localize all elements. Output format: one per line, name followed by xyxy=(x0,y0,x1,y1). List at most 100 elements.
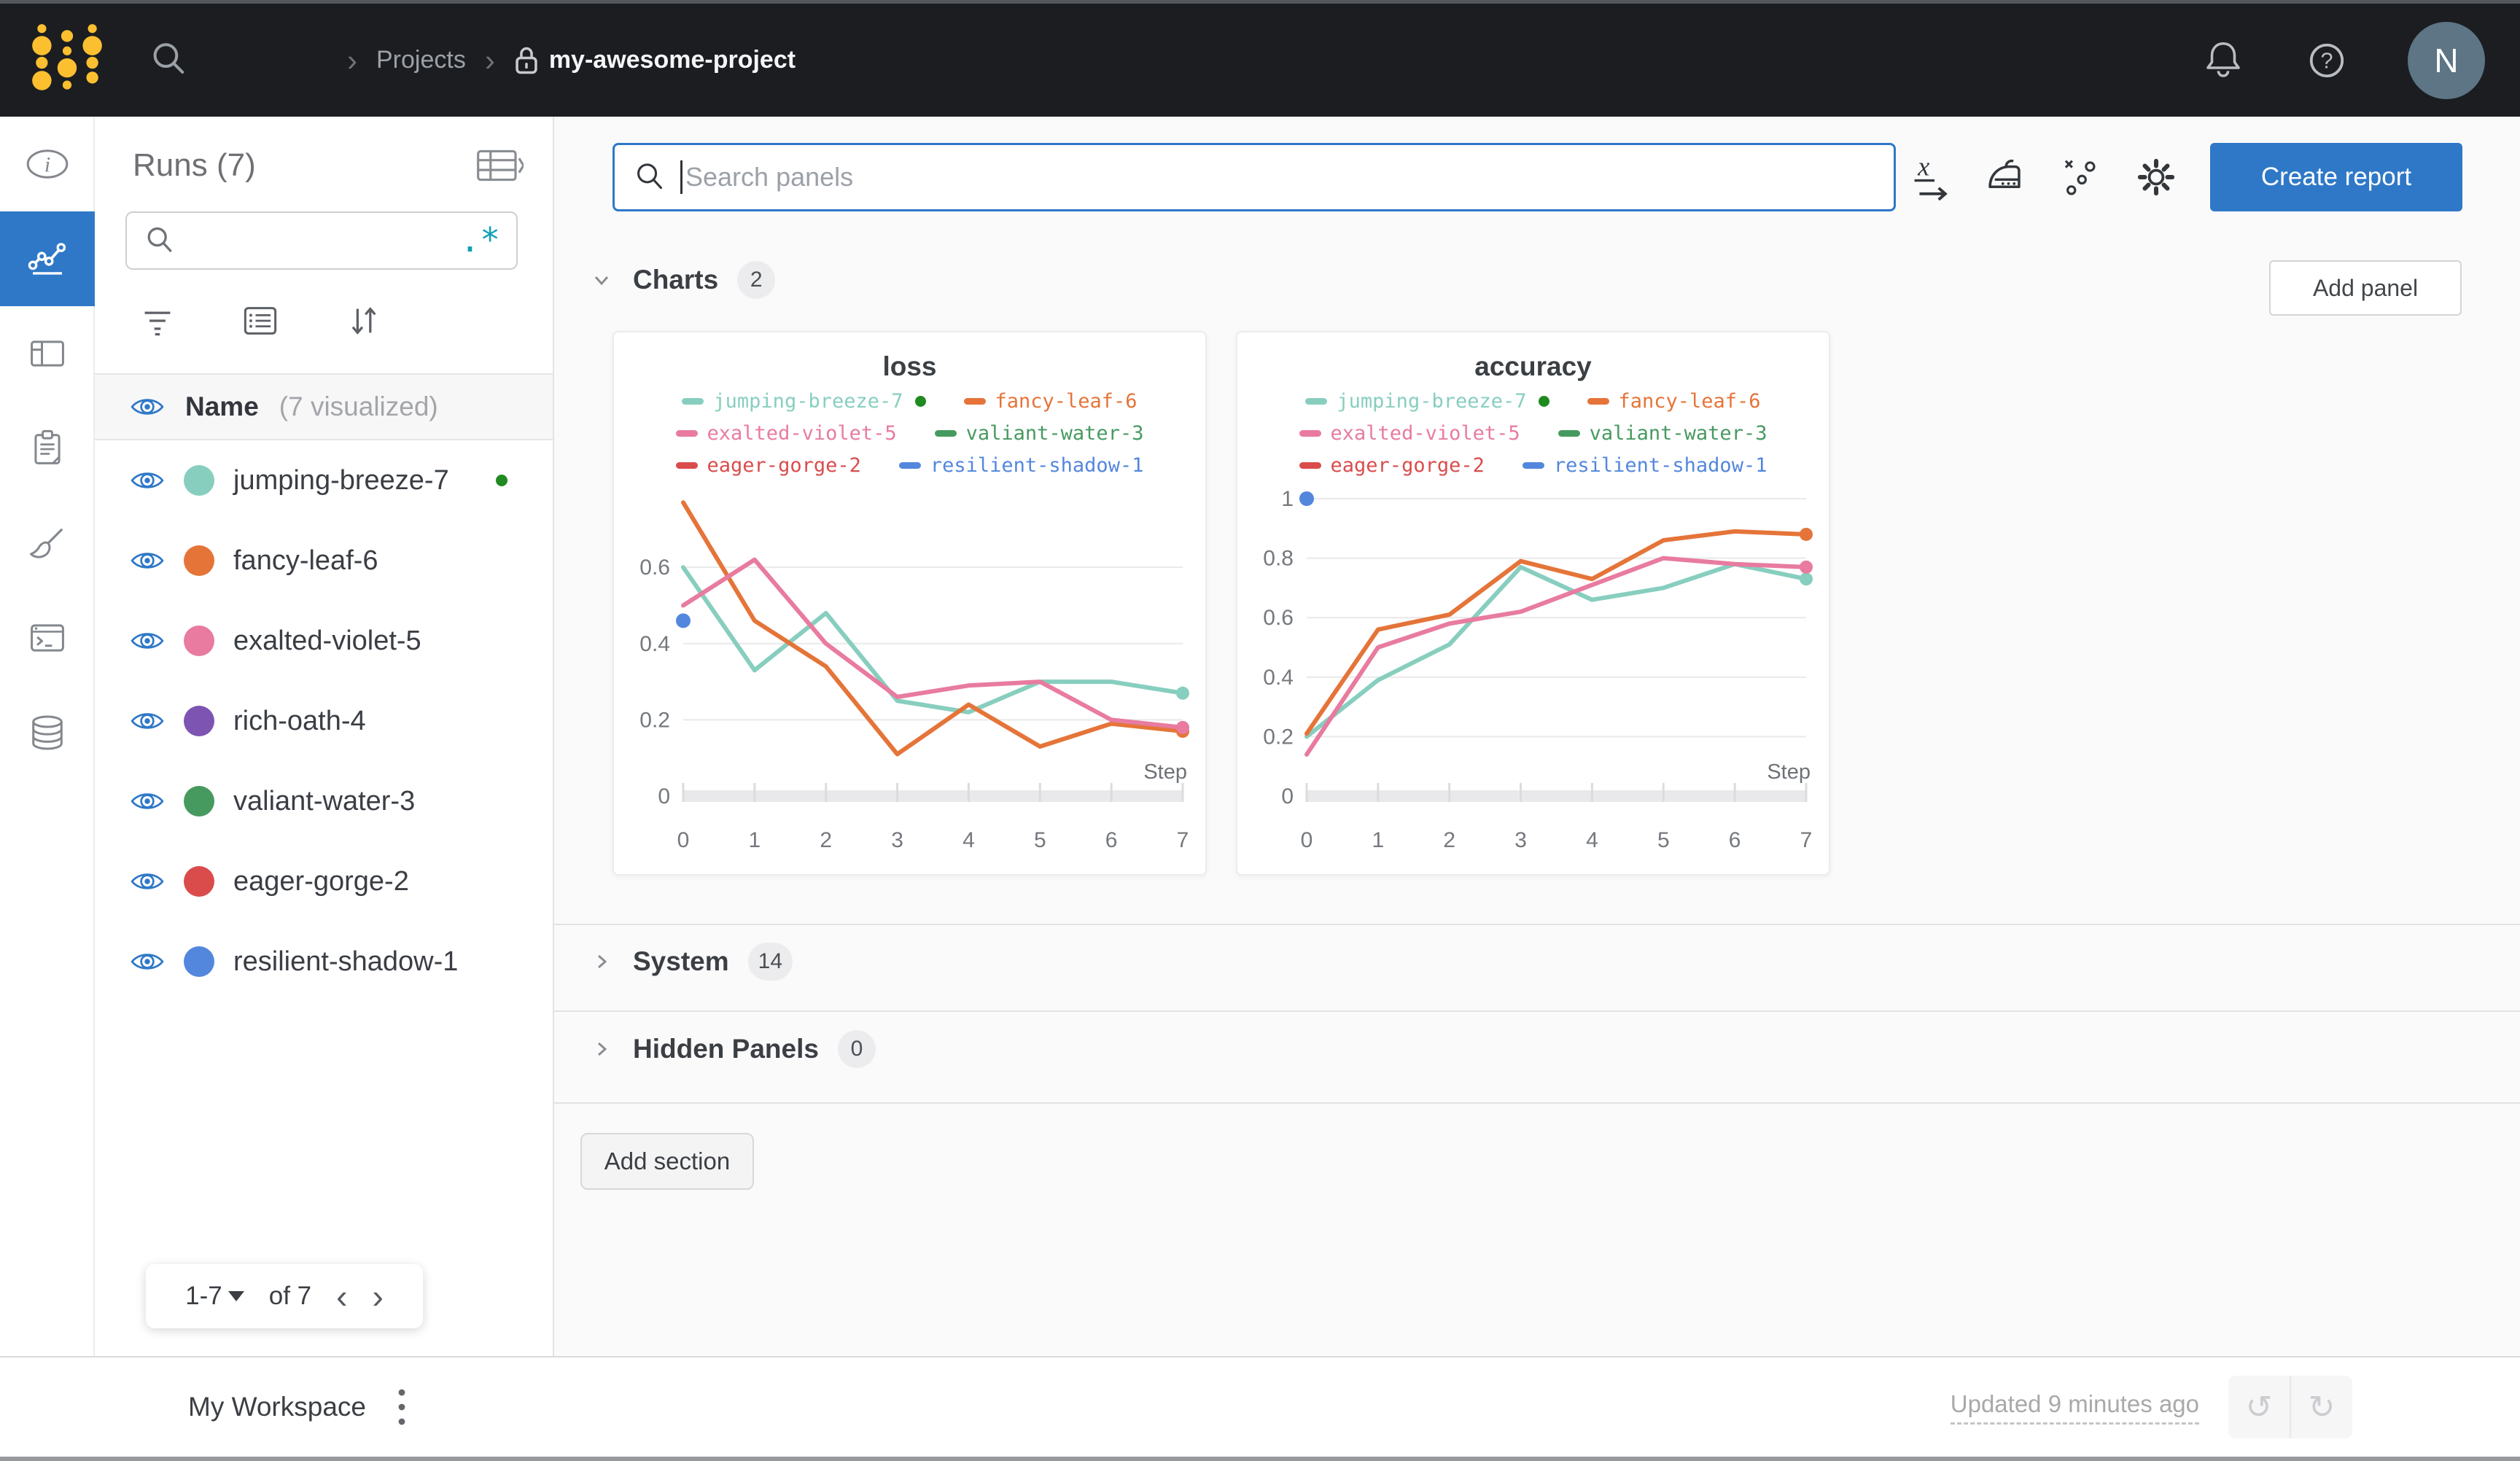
run-name[interactable]: fancy-leaf-6 xyxy=(233,545,378,576)
run-row[interactable]: resilient-shadow-1 xyxy=(95,922,553,1002)
eye-icon[interactable] xyxy=(130,869,165,894)
svg-text:0.6: 0.6 xyxy=(1263,606,1294,630)
bell-icon[interactable] xyxy=(2201,36,2246,85)
run-name[interactable]: valiant-water-3 xyxy=(233,785,416,817)
run-row[interactable]: fancy-leaf-6 xyxy=(95,521,553,601)
smoothing-iron-icon[interactable] xyxy=(1982,155,2027,200)
svg-text:4: 4 xyxy=(1586,828,1598,852)
filter-icon[interactable] xyxy=(140,303,175,338)
run-row[interactable]: eager-gorge-2 xyxy=(95,841,553,922)
workspace-title[interactable]: My Workspace xyxy=(188,1392,366,1422)
legend-entry[interactable]: fancy-leaf-6 xyxy=(963,390,1138,413)
run-name[interactable]: resilient-shadow-1 xyxy=(233,946,459,977)
legend-entry[interactable]: eager-gorge-2 xyxy=(675,453,861,477)
terminal-icon xyxy=(31,624,64,652)
text-caret xyxy=(680,160,682,194)
kebab-menu-icon[interactable] xyxy=(397,1386,407,1428)
pagination-range-dropdown[interactable]: 1-7 xyxy=(185,1282,244,1311)
updated-timestamp[interactable]: Updated 9 minutes ago xyxy=(1950,1390,2199,1425)
legend-entry[interactable]: resilient-shadow-1 xyxy=(898,454,1143,477)
legend-label: eager-gorge-2 xyxy=(707,453,861,477)
gear-icon[interactable] xyxy=(2134,155,2179,200)
eye-icon[interactable] xyxy=(130,709,165,733)
section-label: System xyxy=(633,946,729,976)
run-name[interactable]: exalted-violet-5 xyxy=(233,625,421,656)
svg-text:5: 5 xyxy=(1034,828,1046,852)
eye-icon[interactable] xyxy=(130,394,165,419)
svg-text:Step: Step xyxy=(1767,760,1811,784)
legend-entry[interactable]: jumping-breeze-7 xyxy=(682,390,926,413)
chart-panel-accuracy[interactable]: accuracy jumping-breeze-7 fancy-leaf-6 exa… xyxy=(1236,331,1830,876)
sort-icon[interactable] xyxy=(346,303,381,338)
eye-icon[interactable] xyxy=(130,949,165,974)
add-panel-button[interactable]: Add panel xyxy=(2269,260,2462,316)
svg-text:0: 0 xyxy=(677,828,690,852)
rail-item-artifacts[interactable] xyxy=(0,685,95,780)
legend-entry[interactable]: resilient-shadow-1 xyxy=(1522,454,1767,477)
grouping-icon[interactable] xyxy=(242,303,279,338)
help-icon[interactable]: ? xyxy=(2303,36,2351,85)
runs-table-button[interactable] xyxy=(475,147,524,184)
run-row[interactable]: jumping-breeze-7 xyxy=(95,440,553,521)
svg-text:1: 1 xyxy=(1281,487,1294,511)
eye-icon[interactable] xyxy=(130,628,165,653)
run-row[interactable]: valiant-water-3 xyxy=(95,761,553,841)
wandb-logo-icon[interactable] xyxy=(31,20,104,101)
legend-label: valiant-water-3 xyxy=(965,421,1144,445)
lock-icon xyxy=(516,47,537,74)
eye-icon[interactable] xyxy=(130,789,165,814)
regex-toggle[interactable]: .* xyxy=(459,220,500,260)
run-name[interactable]: rich-oath-4 xyxy=(233,705,366,736)
svg-text:6: 6 xyxy=(1105,828,1118,852)
breadcrumb: › Projects › my-awesome-project xyxy=(347,44,796,76)
runs-name-header[interactable]: Name (7 visualized) xyxy=(95,373,553,440)
eye-icon[interactable] xyxy=(130,548,165,573)
rail-item-table[interactable] xyxy=(0,306,95,401)
section-header-system[interactable]: System 14 xyxy=(589,943,793,981)
pagination-next-button[interactable]: › xyxy=(372,1277,384,1315)
x-axis-icon[interactable]: x xyxy=(1908,154,1950,200)
breadcrumb-projects-link[interactable]: Projects xyxy=(376,46,466,74)
chart-panel-loss[interactable]: loss jumping-breeze-7 fancy-leaf-6 exalted… xyxy=(612,331,1207,876)
panel-search-input[interactable]: Search panels xyxy=(612,143,1896,211)
rail-item-workspace[interactable] xyxy=(0,211,95,306)
breadcrumb-project[interactable]: my-awesome-project xyxy=(514,46,796,75)
legend-entry[interactable]: jumping-breeze-7 xyxy=(1305,390,1549,413)
run-name[interactable]: eager-gorge-2 xyxy=(233,865,409,897)
run-row[interactable]: rich-oath-4 xyxy=(95,681,553,761)
add-section-button[interactable]: Add section xyxy=(580,1133,754,1190)
clipboard-icon xyxy=(34,429,61,464)
legend-swatch xyxy=(1299,461,1321,469)
chart-legend: jumping-breeze-7 fancy-leaf-6 exalted-viol… xyxy=(1237,385,1829,481)
svg-text:4: 4 xyxy=(962,828,975,852)
runs-search-input[interactable]: .* xyxy=(125,211,518,270)
rail-item-sweeps[interactable] xyxy=(0,496,95,591)
legend-entry[interactable]: exalted-violet-5 xyxy=(1299,422,1520,445)
outlier-scatter-icon[interactable] xyxy=(2059,156,2101,198)
section-header-hidden-panels[interactable]: Hidden Panels 0 xyxy=(589,1030,876,1068)
legend-entry[interactable]: valiant-water-3 xyxy=(1558,422,1767,445)
legend-entry[interactable]: fancy-leaf-6 xyxy=(1587,390,1761,413)
rail-item-logs[interactable] xyxy=(0,591,95,685)
legend-entry[interactable]: exalted-violet-5 xyxy=(675,422,897,445)
section-header-charts[interactable]: Charts 2 xyxy=(589,261,776,299)
legend-entry[interactable]: eager-gorge-2 xyxy=(1299,454,1485,477)
run-name[interactable]: jumping-breeze-7 xyxy=(233,464,449,496)
rail-item-overview[interactable]: i xyxy=(0,117,95,211)
redo-button[interactable]: ↻ xyxy=(2308,1388,2336,1426)
create-report-button[interactable]: Create report xyxy=(2210,143,2462,211)
run-color-dot xyxy=(184,465,214,496)
runs-visualized-count: (7 visualized) xyxy=(279,391,438,421)
legend-swatch xyxy=(675,429,698,437)
eye-icon[interactable] xyxy=(130,468,165,493)
search-icon[interactable] xyxy=(146,37,192,84)
pagination-prev-button[interactable]: ‹ xyxy=(336,1277,348,1315)
avatar[interactable]: N xyxy=(2408,21,2485,99)
undo-button[interactable]: ↺ xyxy=(2228,1376,2291,1438)
legend-swatch xyxy=(1558,429,1580,437)
rail-item-reports[interactable] xyxy=(0,401,95,496)
legend-entry[interactable]: valiant-water-3 xyxy=(934,421,1144,445)
section-divider xyxy=(554,1102,2520,1104)
run-row[interactable]: exalted-violet-5 xyxy=(95,601,553,681)
